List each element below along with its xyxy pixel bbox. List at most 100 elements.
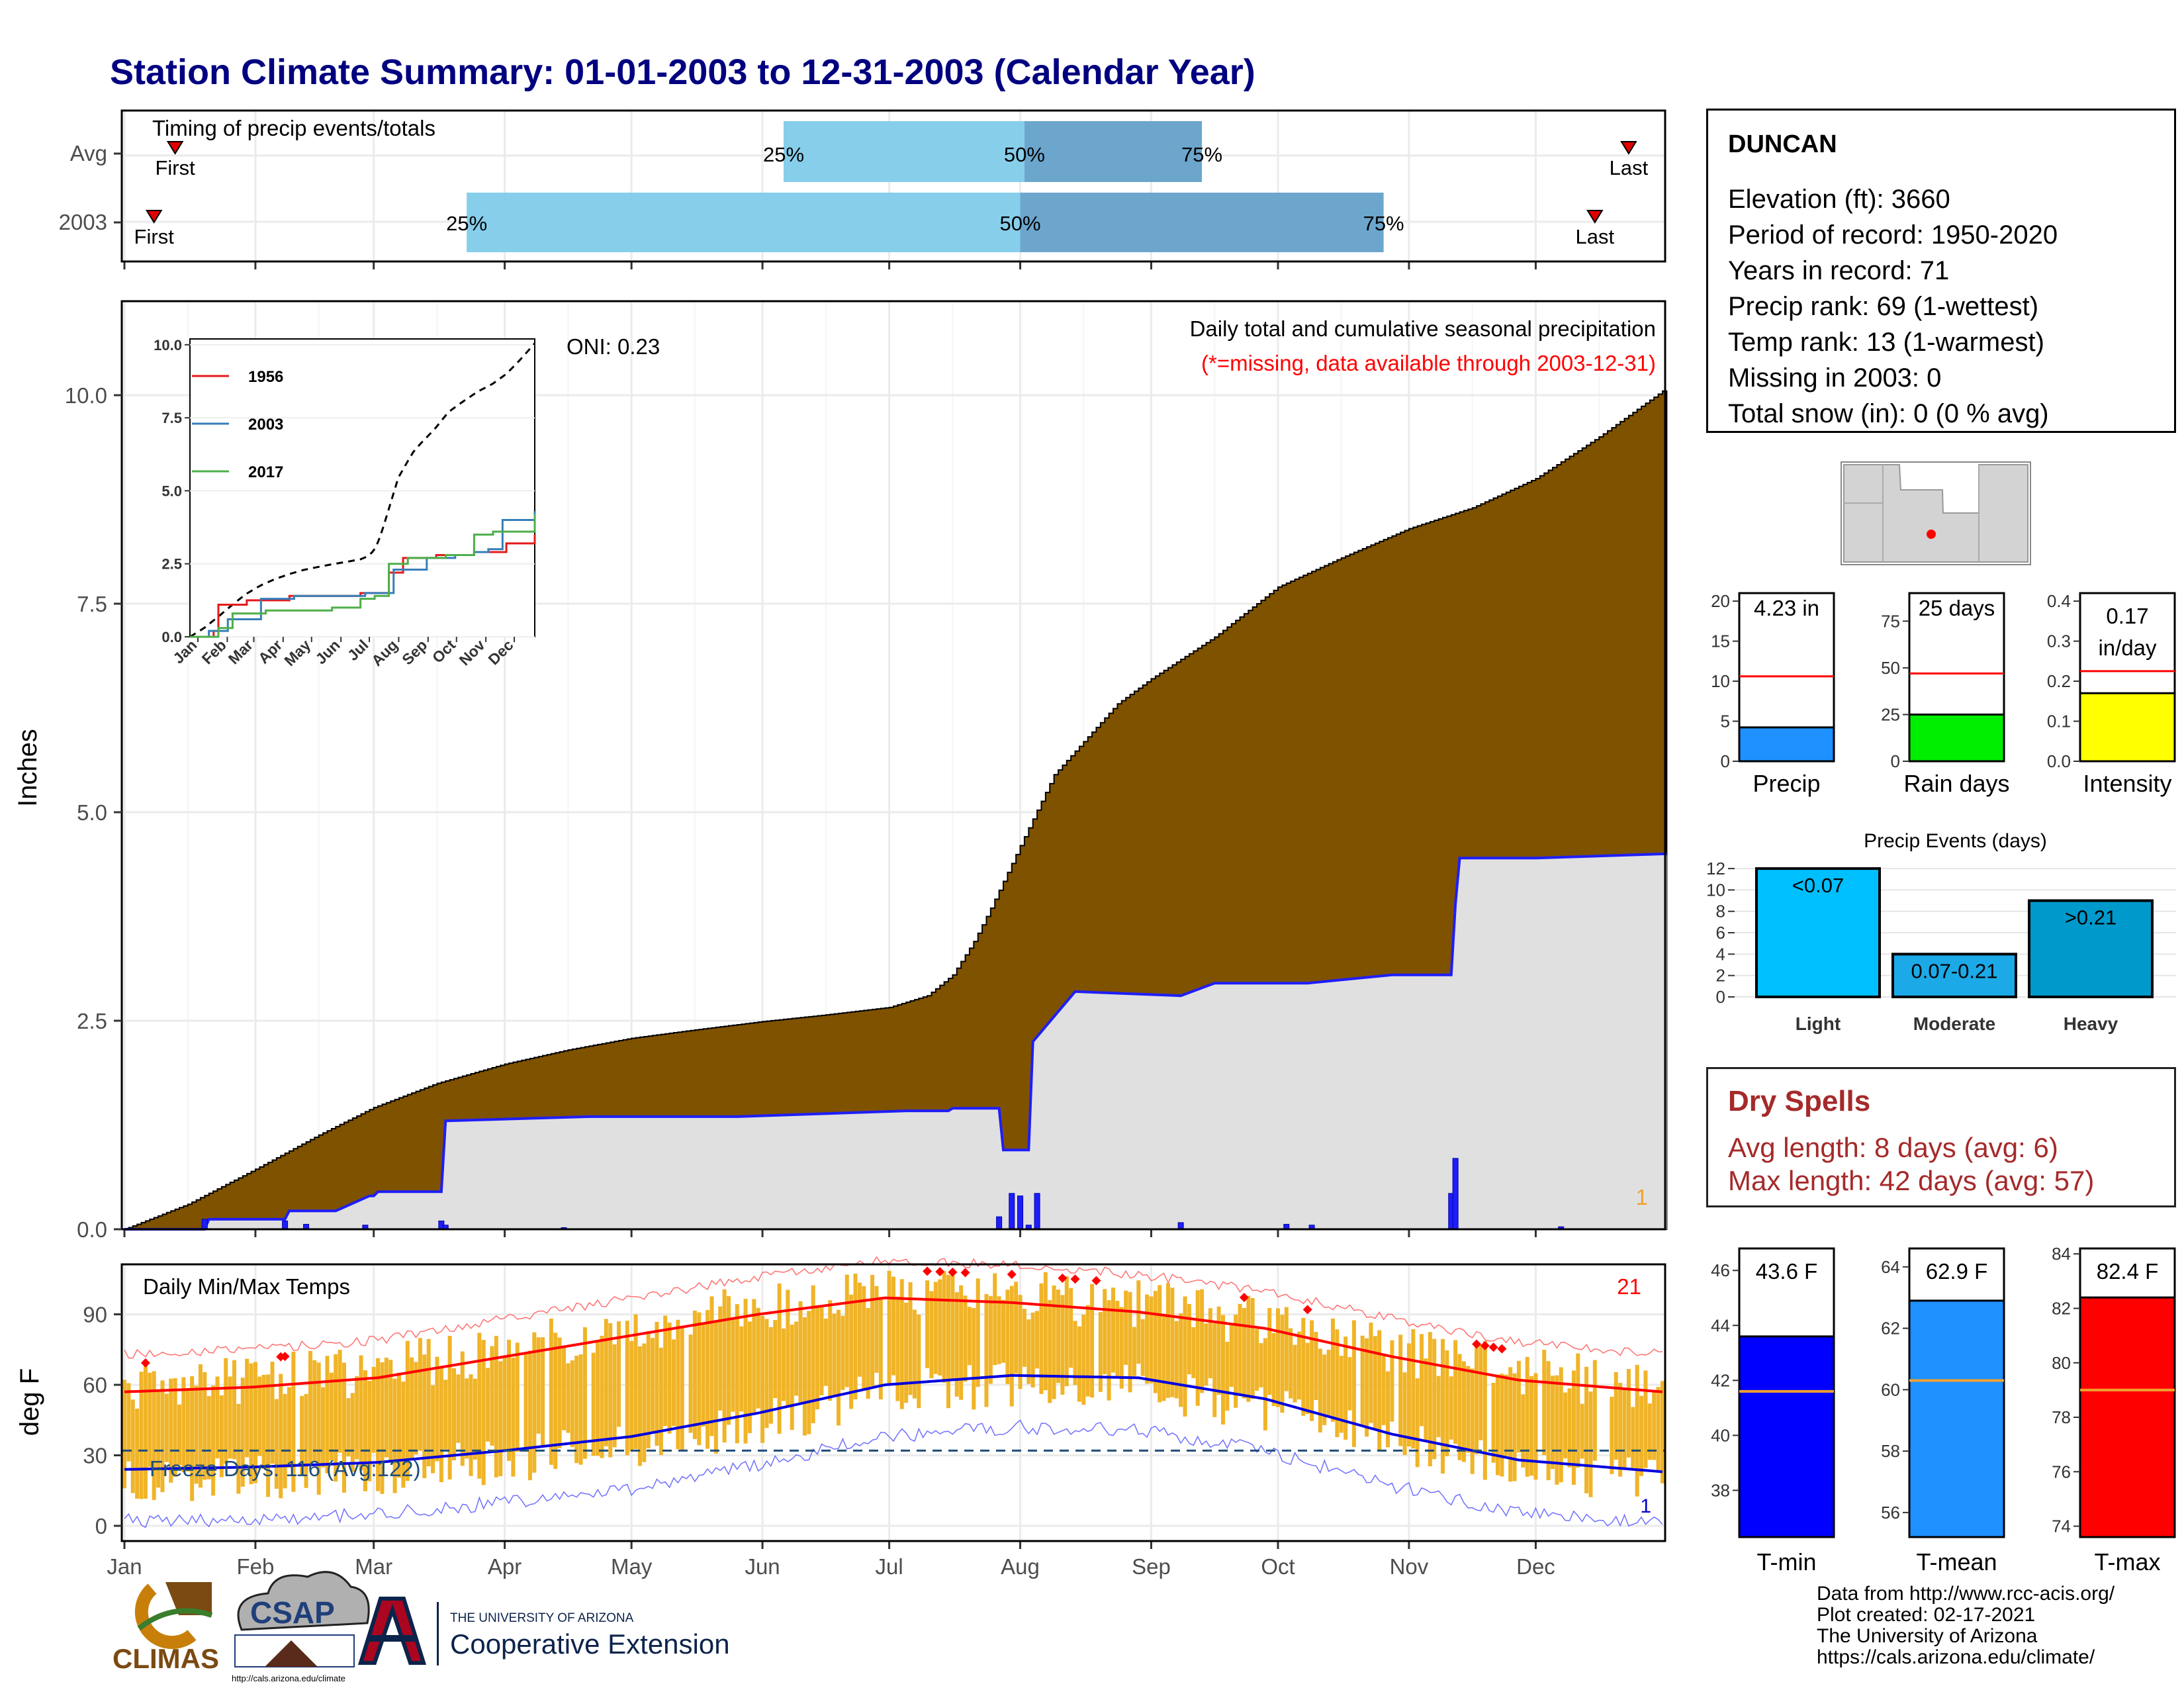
precip-events-tick-label: 2 [1716, 966, 1725, 986]
daily-temp-range-bar [1161, 1316, 1166, 1401]
temp-bar-tick-label: 44 [1711, 1315, 1730, 1335]
daily-temp-range-bar [1204, 1323, 1208, 1386]
daily-temp-range-bar [1643, 1370, 1648, 1468]
timing-bar-25-50 [467, 193, 1021, 252]
daily-temp-range-bar [891, 1276, 895, 1376]
record-high-marker [935, 1267, 945, 1277]
summary-bar-Precip [1738, 726, 1835, 763]
summary-bar-label: Precip [1752, 770, 1820, 797]
daily-temp-range-bar [596, 1342, 600, 1456]
timing-q75-label: 75% [1181, 143, 1222, 166]
daily-temp-range-bar [1622, 1389, 1627, 1469]
precip-events-tick-label: 0 [1716, 987, 1725, 1007]
daily-temp-range-bar [1263, 1338, 1267, 1430]
temp-y-tick-label: 60 [83, 1373, 107, 1397]
daily-temp-range-bar [1542, 1350, 1547, 1456]
daily-temp-range-bar [1255, 1329, 1259, 1391]
timing-bar-50-75 [1024, 121, 1203, 182]
daily-temp-range-bar [1360, 1335, 1365, 1426]
temp-bar-label: T-mean [1916, 1548, 1997, 1575]
daily-temp-range-bar [1225, 1342, 1230, 1411]
station-precip-rank: Precip rank: 69 (1-wettest) [1728, 292, 2039, 321]
daily-temp-range-bar [1500, 1374, 1504, 1477]
temp-bar-tick-label: 40 [1711, 1425, 1730, 1445]
daily-temp-range-bar [1331, 1318, 1335, 1422]
daily-temp-range-bar [582, 1327, 587, 1459]
daily-temp-range-bar [815, 1307, 820, 1410]
precip-events-bar-value: <0.07 [1792, 874, 1844, 897]
daily-temp-range-bar [895, 1296, 900, 1401]
summary-bar-label: Intensity [2083, 770, 2171, 797]
station-years: Years in record: 71 [1728, 256, 1950, 285]
daily-temp-range-bar [1614, 1372, 1618, 1460]
timing-last-marker [1586, 210, 1604, 224]
daily-temp-range-bar [498, 1361, 503, 1477]
daily-temp-range-bar [1280, 1315, 1285, 1413]
daily-temp-range-bar [933, 1282, 938, 1374]
timing-q75-label: 75% [1363, 212, 1404, 235]
precip-events-bar-Light [1755, 867, 1881, 998]
summary-bar-value: 0.17 [2106, 604, 2148, 628]
daily-temp-range-bar [143, 1364, 148, 1499]
daily-temp-range-bar [1043, 1272, 1048, 1391]
record-high-marker [1070, 1274, 1080, 1284]
daily-temp-range-bar [798, 1301, 803, 1405]
daily-temp-range-bar [523, 1353, 528, 1450]
timing-q50-label: 50% [1000, 212, 1041, 235]
cumulative-2003-area [124, 854, 1667, 1229]
daily-temp-range-bar [1145, 1294, 1150, 1384]
daily-temp-range-bar [1073, 1321, 1077, 1385]
daily-temp-range-bar [1398, 1335, 1403, 1446]
daily-temp-range-bar [709, 1296, 714, 1436]
daily-temp-range-bar [938, 1279, 942, 1376]
daily-temp-range-bar [527, 1350, 532, 1481]
temp-y-tick-label: 0 [95, 1514, 107, 1538]
daily-temp-range-bar [1183, 1296, 1187, 1417]
daily-temp-range-bar [1001, 1299, 1005, 1363]
daily-temp-range-bar [541, 1337, 545, 1447]
daily-temp-range-bar [773, 1320, 778, 1399]
summary-bar-tick-label: 0 [1721, 751, 1730, 771]
daily-temp-range-bar [435, 1356, 439, 1462]
daily-temp-range-bar [659, 1347, 663, 1456]
daily-temp-range-bar [1039, 1283, 1044, 1394]
record-high-marker [1488, 1342, 1498, 1352]
daily-temp-range-bar [219, 1395, 224, 1477]
inset-plot-area [189, 338, 535, 637]
temp-corner-label: 21 [1617, 1274, 1641, 1299]
daily-temp-range-bar [1428, 1332, 1432, 1467]
daily-temp-range-bar [177, 1404, 181, 1466]
daily-temp-range-bar [841, 1315, 845, 1390]
inset-legend-label: 1956 [248, 368, 283, 386]
daily-temp-range-bar [401, 1382, 406, 1488]
daily-temp-range-bar [1293, 1344, 1297, 1403]
temp-bar-tick-label: 64 [1881, 1257, 1900, 1277]
daily-temp-range-bar [925, 1280, 930, 1368]
daily-temp-range-bar [1246, 1295, 1251, 1402]
month-label: Sep [1132, 1554, 1171, 1579]
daily-temp-range-bar [837, 1309, 841, 1426]
daily-precip-bar [1034, 1193, 1040, 1230]
daily-temp-range-bar [637, 1346, 642, 1466]
dry-spells-title: Dry Spells [1728, 1085, 1871, 1117]
daily-temp-range-bar [486, 1368, 490, 1442]
daily-temp-range-bar [1441, 1338, 1445, 1474]
daily-temp-range-bar [756, 1307, 760, 1409]
avg-min-temp-line [124, 1374, 1663, 1474]
temp-bar-tick-label: 76 [2052, 1462, 2071, 1481]
daily-temp-range-bar [950, 1269, 955, 1380]
daily-temp-range-bar [600, 1335, 604, 1458]
timing-q25-label: 25% [763, 143, 804, 166]
cumulative-2003-line [124, 853, 1667, 1231]
temp-panel: Daily Min/Max Temps 21 1 Freeze Days: 11… [15, 1256, 1666, 1579]
daily-temp-range-bar [1212, 1323, 1217, 1417]
timing-panel: 25% 50% 75% First Last 25% 50% 75% First Last Tim… [59, 109, 1666, 269]
daily-temp-range-bar [164, 1393, 169, 1462]
daily-temp-range-bar [392, 1378, 397, 1493]
station-period: Period of record: 1950-2020 [1728, 220, 2058, 250]
timing-first-label: First [155, 156, 195, 179]
summary-bar-tick-label: 50 [1881, 658, 1900, 678]
station-elevation: Elevation (ft): 3660 [1728, 185, 1950, 214]
precip-events-bar-Heavy [2028, 899, 2154, 999]
freeze-days-text: Freeze Days: 116 (Avg:122) [150, 1456, 421, 1481]
